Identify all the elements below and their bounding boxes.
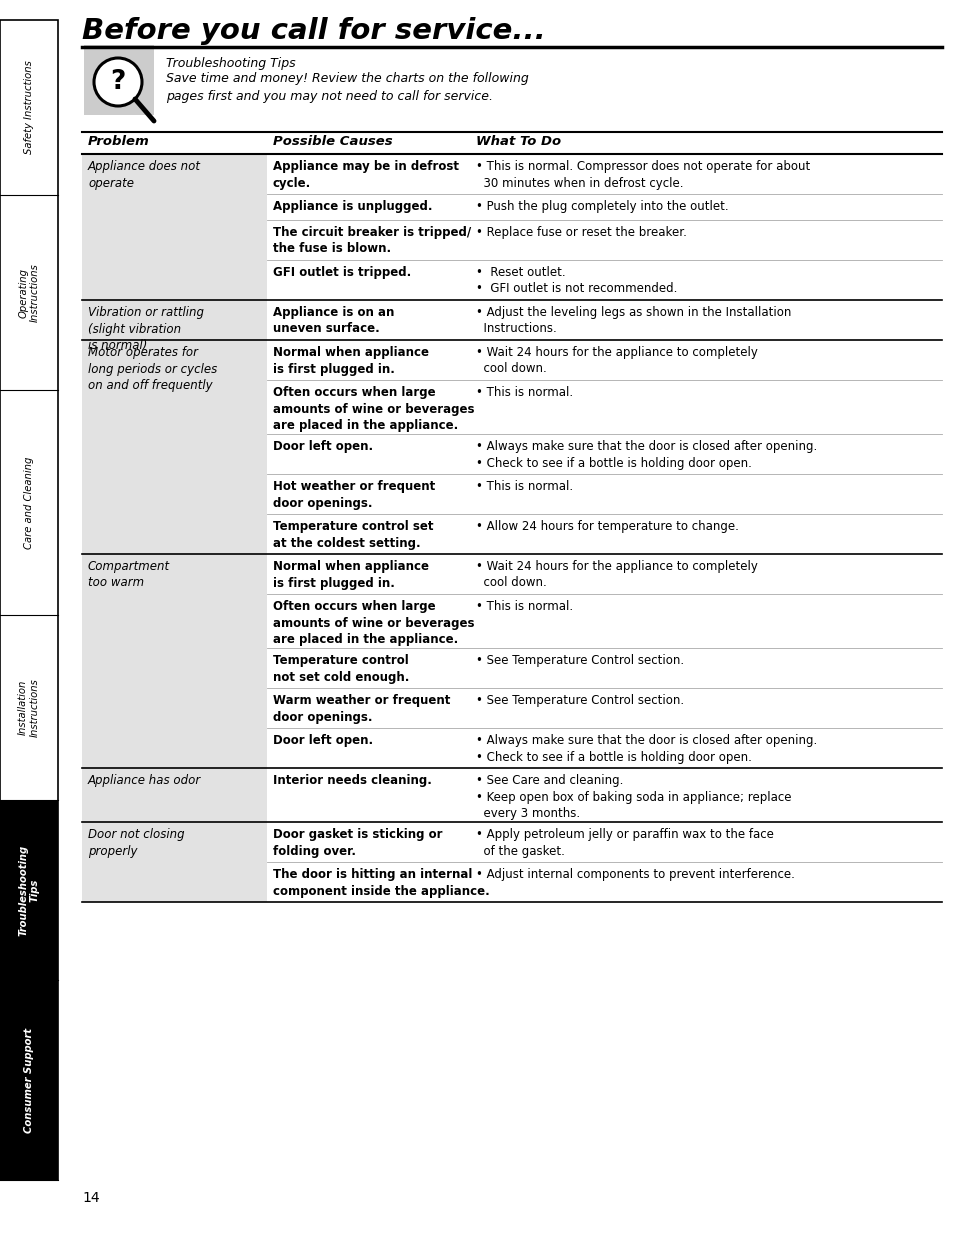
Text: GFI outlet is tripped.: GFI outlet is tripped. (273, 266, 411, 279)
Circle shape (94, 58, 142, 106)
Text: ?: ? (111, 69, 126, 95)
Text: The circuit breaker is tripped/
the fuse is blown.: The circuit breaker is tripped/ the fuse… (273, 226, 471, 256)
Text: • Always make sure that the door is closed after opening.
• Check to see if a bo: • Always make sure that the door is clos… (476, 440, 817, 469)
Text: Door gasket is sticking or
folding over.: Door gasket is sticking or folding over. (273, 827, 442, 857)
Text: Before you call for service...: Before you call for service... (82, 17, 545, 44)
Bar (82, 768, 267, 823)
Text: Operating
Instructions: Operating Instructions (18, 263, 40, 322)
Text: Appliance may be in defrost
cycle.: Appliance may be in defrost cycle. (273, 161, 458, 189)
Bar (0, 390, 58, 615)
Text: Normal when appliance
is first plugged in.: Normal when appliance is first plugged i… (273, 559, 429, 589)
Text: Care and Cleaning: Care and Cleaning (24, 456, 34, 548)
Bar (82, 154, 267, 300)
Text: The door is hitting an internal
component inside the appliance.: The door is hitting an internal componen… (273, 868, 489, 898)
Text: Troubleshooting
Tips: Troubleshooting Tips (18, 845, 40, 936)
Text: • Adjust the leveling legs as shown in the Installation
  Instructions.: • Adjust the leveling legs as shown in t… (476, 306, 791, 336)
Text: Compartment
too warm: Compartment too warm (88, 559, 170, 589)
Bar (82, 300, 267, 340)
Text: •  Reset outlet.
•  GFI outlet is not recommended.: • Reset outlet. • GFI outlet is not reco… (476, 266, 677, 295)
Text: Hot weather or frequent
door openings.: Hot weather or frequent door openings. (273, 480, 435, 510)
Text: Temperature control set
at the coldest setting.: Temperature control set at the coldest s… (273, 520, 433, 550)
Text: 14: 14 (82, 1191, 99, 1205)
Text: What To Do: What To Do (476, 135, 560, 148)
Text: Interior needs cleaning.: Interior needs cleaning. (273, 774, 432, 787)
Text: Installation
Instructions: Installation Instructions (18, 678, 40, 737)
Bar (84, 44, 153, 115)
Text: Safety Instructions: Safety Instructions (24, 61, 34, 154)
Text: • Wait 24 hours for the appliance to completely
  cool down.: • Wait 24 hours for the appliance to com… (476, 346, 757, 375)
Bar (0, 20, 58, 195)
Text: • Push the plug completely into the outlet.: • Push the plug completely into the outl… (476, 200, 728, 212)
Text: Often occurs when large
amounts of wine or beverages
are placed in the appliance: Often occurs when large amounts of wine … (273, 600, 474, 646)
Text: • Apply petroleum jelly or paraffin wax to the face
  of the gasket.: • Apply petroleum jelly or paraffin wax … (476, 827, 773, 857)
Bar (0, 615, 58, 800)
Text: Consumer Support: Consumer Support (24, 1028, 34, 1132)
Text: • See Care and cleaning.
• Keep open box of baking soda in appliance; replace
  : • See Care and cleaning. • Keep open box… (476, 774, 791, 820)
Text: Door left open.: Door left open. (273, 734, 373, 747)
Text: Appliance is on an
uneven surface.: Appliance is on an uneven surface. (273, 306, 394, 336)
Text: Normal when appliance
is first plugged in.: Normal when appliance is first plugged i… (273, 346, 429, 375)
Text: Troubleshooting Tips: Troubleshooting Tips (166, 57, 295, 70)
Text: • This is normal. Compressor does not operate for about
  30 minutes when in def: • This is normal. Compressor does not op… (476, 161, 809, 189)
Text: Appliance is unplugged.: Appliance is unplugged. (273, 200, 432, 212)
Text: • See Temperature Control section.: • See Temperature Control section. (476, 655, 683, 667)
Bar (0, 20, 58, 1179)
Bar (0, 800, 58, 981)
Text: • This is normal.: • This is normal. (476, 387, 573, 399)
Text: Vibration or rattling
(slight vibration
is normal): Vibration or rattling (slight vibration … (88, 306, 204, 352)
Text: • Always make sure that the door is closed after opening.
• Check to see if a bo: • Always make sure that the door is clos… (476, 734, 817, 763)
Bar (0, 981, 58, 1179)
Bar (0, 0, 58, 1235)
Text: • This is normal.: • This is normal. (476, 600, 573, 613)
Text: Warm weather or frequent
door openings.: Warm weather or frequent door openings. (273, 694, 450, 724)
Text: Door left open.: Door left open. (273, 440, 373, 453)
Text: Appliance does not
operate: Appliance does not operate (88, 161, 201, 189)
Text: • Replace fuse or reset the breaker.: • Replace fuse or reset the breaker. (476, 226, 686, 240)
Text: Possible Causes: Possible Causes (273, 135, 393, 148)
Bar (82, 823, 267, 902)
Text: • Adjust internal components to prevent interference.: • Adjust internal components to prevent … (476, 868, 794, 881)
Bar (0, 195, 58, 390)
Text: • Wait 24 hours for the appliance to completely
  cool down.: • Wait 24 hours for the appliance to com… (476, 559, 757, 589)
Bar (82, 340, 267, 555)
Text: Appliance has odor: Appliance has odor (88, 774, 201, 787)
Text: Temperature control
not set cold enough.: Temperature control not set cold enough. (273, 655, 409, 683)
Text: • See Temperature Control section.: • See Temperature Control section. (476, 694, 683, 706)
Text: Often occurs when large
amounts of wine or beverages
are placed in the appliance: Often occurs when large amounts of wine … (273, 387, 474, 432)
Text: Save time and money! Review the charts on the following
pages first and you may : Save time and money! Review the charts o… (166, 72, 528, 103)
Bar (82, 555, 267, 768)
Text: • Allow 24 hours for temperature to change.: • Allow 24 hours for temperature to chan… (476, 520, 739, 534)
Text: Problem: Problem (88, 135, 150, 148)
Text: • This is normal.: • This is normal. (476, 480, 573, 493)
Text: Door not closing
properly: Door not closing properly (88, 827, 185, 857)
Text: Motor operates for
long periods or cycles
on and off frequently: Motor operates for long periods or cycle… (88, 346, 217, 391)
